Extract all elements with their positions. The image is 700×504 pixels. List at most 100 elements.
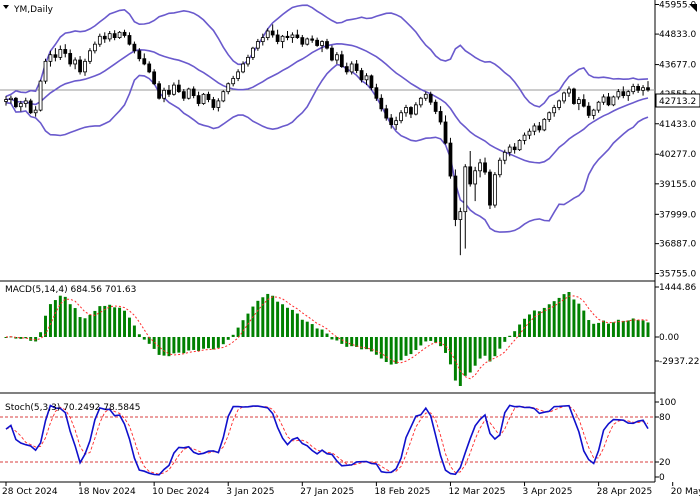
macd-histogram-bar [587, 320, 591, 337]
price-tick-label: 39155.0 [659, 180, 696, 190]
candle-down-body [310, 38, 315, 41]
time-tick-label: 27 Jan 2025 [300, 487, 354, 497]
macd-histogram-bar [211, 337, 215, 350]
macd-histogram-bar [537, 311, 541, 337]
candle-up-body [399, 112, 403, 122]
macd-histogram-bar [98, 306, 102, 337]
macd-histogram-bar [365, 337, 368, 350]
candle-down-body [122, 31, 127, 36]
candle-up-body [552, 107, 557, 114]
candle-up-body [394, 120, 399, 126]
macd-histogram-bar [295, 313, 299, 337]
macd-signal-line [5, 295, 649, 380]
candle-up-body [493, 174, 497, 206]
macd-histogram-bar [374, 337, 378, 355]
time-tick-label: 28 Oct 2024 [2, 487, 58, 497]
candle-down-body [325, 41, 329, 49]
macd-histogram-bar [498, 337, 502, 349]
macd-histogram-bar [488, 337, 492, 362]
macd-histogram-bar [147, 337, 151, 344]
macd-histogram-bar [424, 337, 428, 342]
candle-up-body [241, 63, 245, 73]
macd-histogram-bar [330, 337, 334, 340]
candle-down-body [270, 30, 275, 36]
macd-histogram-bar [379, 337, 383, 359]
candle-up-body [117, 31, 122, 38]
candle-down-body [359, 70, 364, 81]
stoch-tick-label: 100 [659, 398, 676, 408]
candle-up-body [265, 30, 270, 38]
candle-up-body [631, 85, 636, 93]
macd-histogram-bar [389, 337, 393, 365]
candle-up-body [38, 80, 43, 111]
candle-up-body [83, 60, 87, 73]
macd-histogram-bar [503, 337, 507, 342]
macd-histogram-bar [320, 329, 324, 337]
macd-histogram-bar [246, 313, 250, 337]
macd-histogram-bar [34, 337, 38, 342]
macd-histogram-bar [355, 337, 359, 347]
candle-up-body [626, 91, 631, 97]
candle-up-body [43, 60, 48, 82]
macd-histogram-bar [478, 337, 482, 359]
candle-down-body [374, 87, 379, 99]
time-tick-label: 20 May 2025 [671, 487, 700, 497]
macd-tick-label: 0.00 [659, 333, 679, 343]
candle-up-body [97, 35, 102, 45]
macd-histogram-bar [597, 322, 601, 337]
candle-up-body [88, 50, 92, 62]
candle-up-body [532, 125, 537, 132]
macd-histogram-bar [123, 310, 127, 337]
candle-down-body [211, 99, 216, 108]
candle-down-body [315, 39, 320, 46]
macd-histogram-bar [271, 295, 275, 337]
macd-histogram-bar [542, 307, 546, 337]
candle-up-body [58, 49, 63, 58]
candle-up-body [18, 103, 23, 108]
candle-up-body [236, 71, 240, 79]
macd-histogram-bar [582, 310, 586, 337]
candle-down-body [339, 54, 344, 68]
candle-up-body [334, 54, 339, 61]
macd-histogram-bar [602, 320, 606, 337]
candlesticks-group [4, 24, 650, 256]
price-tick-label: 41433.0 [659, 120, 696, 130]
candle-up-body [641, 87, 645, 91]
macd-histogram-bar [4, 337, 8, 338]
candle-down-body [181, 91, 186, 99]
macd-histogram-bar [202, 337, 206, 349]
macd-histogram-bar [216, 337, 220, 348]
macd-histogram-bar [88, 314, 92, 337]
macd-histogram-bar [197, 337, 201, 352]
candle-down-body [483, 162, 487, 173]
macd-histogram-bar [616, 319, 620, 337]
macd-histogram-bar [63, 296, 67, 337]
price-tick-label: 35755.0 [659, 270, 696, 280]
candle-down-body [102, 35, 107, 40]
macd-histogram-bar [532, 310, 536, 337]
macd-histogram-bar [572, 299, 576, 337]
stoch-tick-label: 80 [659, 413, 671, 423]
macd-histogram-bar [636, 319, 640, 337]
candle-down-body [196, 95, 201, 104]
candle-up-body [9, 97, 13, 100]
macd-histogram-bar [157, 337, 161, 355]
price-axis-labels: 45955.044833.043677.042555.041433.040277… [655, 1, 699, 483]
macd-histogram-bar [434, 337, 438, 343]
bollinger-upper-band [5, 4, 649, 108]
candle-up-body [280, 35, 285, 42]
macd-histogram-bar [93, 310, 97, 337]
candle-up-body [611, 96, 616, 106]
candle-down-body [448, 142, 453, 177]
symbol-dropdown-triangle-icon[interactable] [3, 5, 9, 9]
candle-down-body [379, 97, 384, 110]
macd-histogram-bar [132, 325, 136, 337]
macd-histogram-bar [172, 337, 176, 354]
candle-up-body [4, 99, 8, 102]
macd-histogram-bar [577, 303, 581, 337]
candle-up-body [576, 99, 581, 104]
macd-histogram-bar [567, 292, 571, 337]
candle-down-body [157, 83, 161, 99]
